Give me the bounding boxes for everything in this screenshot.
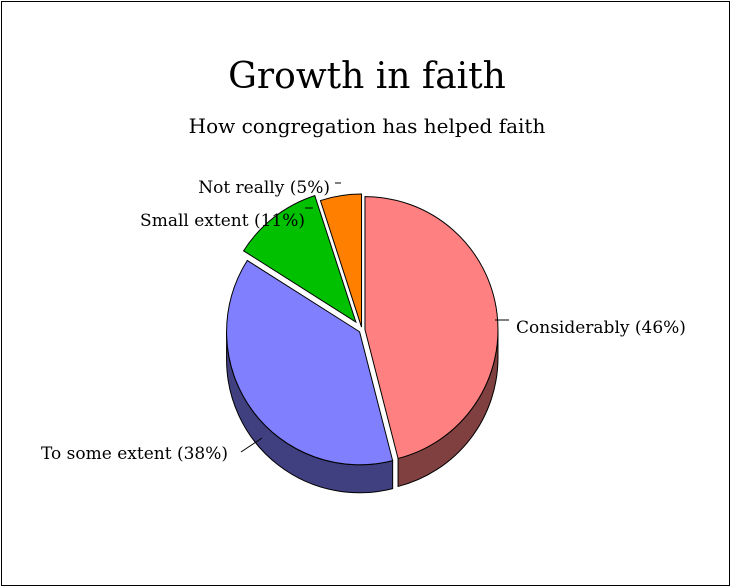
pie-slice [319,193,363,328]
slice-label: Small extent (11%) [140,211,305,231]
leader-line [240,437,263,453]
chart-subtitle: How congregation has helped faith [189,114,546,138]
pie-slice [242,194,357,324]
pie-layer: Considerably (46%) To some extent (38%) Sm… [41,178,686,494]
slice-label: Not really (5%) [198,178,330,198]
pie-slice [364,196,499,460]
slice-label: Considerably (46%) [516,318,686,338]
chart-title: Growth in faith [228,56,506,97]
slice-label: To some extent (38%) [41,444,228,464]
pie-slice [226,259,394,466]
